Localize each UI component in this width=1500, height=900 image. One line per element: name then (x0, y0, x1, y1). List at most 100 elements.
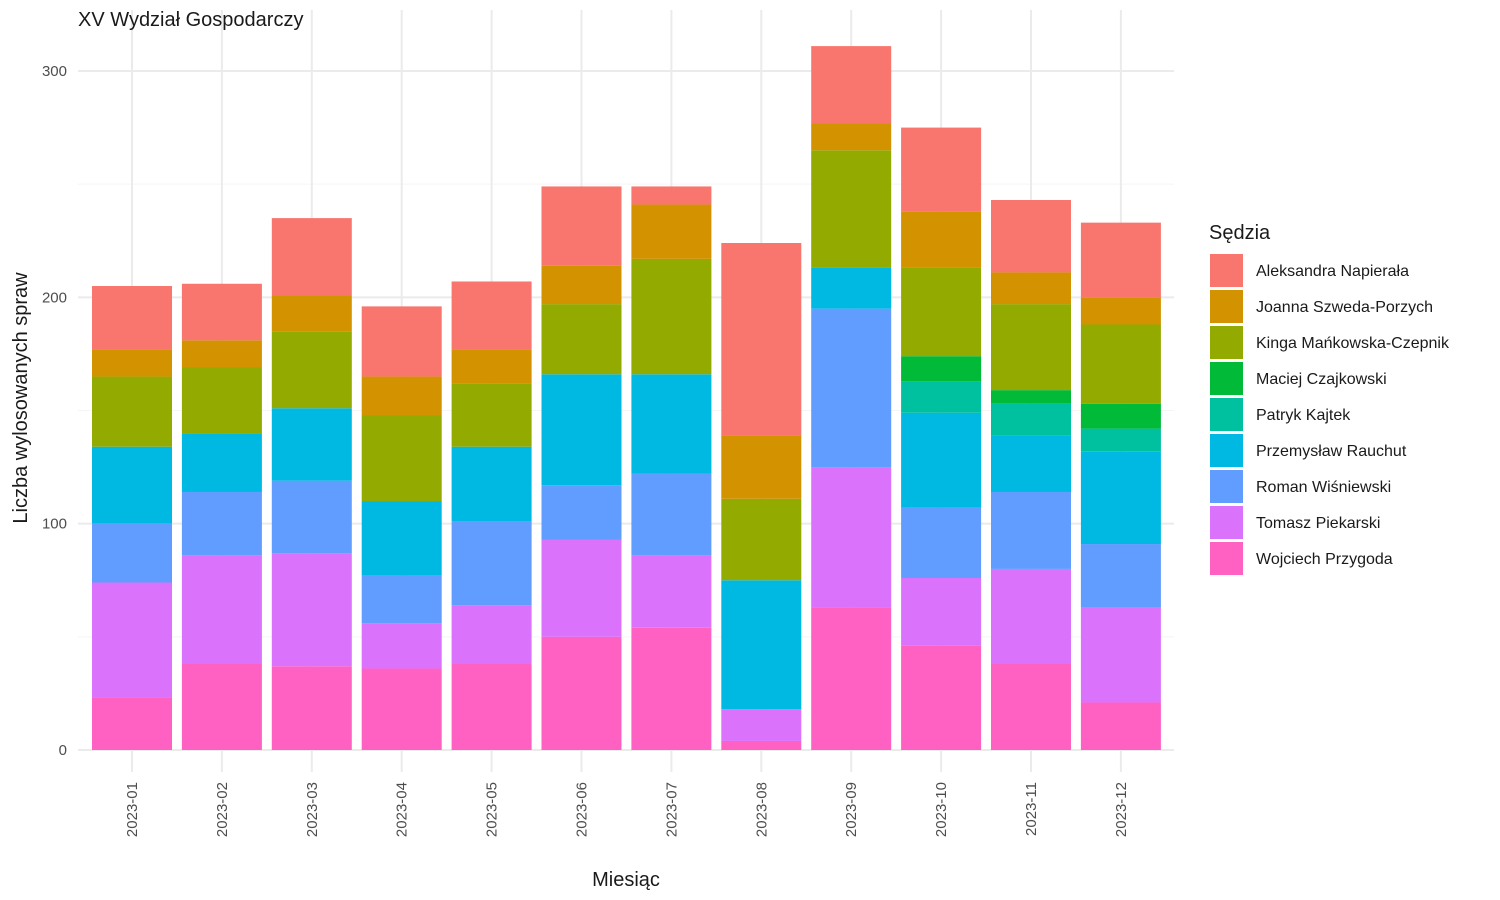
bar-segment (1080, 403, 1161, 429)
bar-segment (721, 243, 802, 436)
bar-segment (1080, 428, 1161, 452)
bar-segment (361, 501, 442, 576)
bar-segment (1080, 297, 1161, 325)
bar-segment (541, 186, 622, 266)
legend-key (1210, 434, 1243, 467)
bar-segment (451, 281, 532, 350)
bar-segment (361, 376, 442, 416)
bar-segment (631, 374, 712, 474)
bar-segment (92, 697, 172, 750)
bar-segment (361, 575, 442, 624)
bar-segment (451, 383, 532, 447)
legend-key (1210, 506, 1243, 539)
bar-segment (991, 403, 1071, 436)
y-tick-labels: 0 100 200 300 (42, 63, 67, 759)
bar-segment (181, 663, 262, 750)
legend-label: Aleksandra Napierała (1256, 263, 1409, 280)
y-axis-title: Liczba wylosowanych spraw (10, 272, 32, 524)
bar-segment (451, 521, 532, 606)
bar-segment (631, 473, 712, 556)
bar-segment (631, 258, 712, 375)
bar-segment (92, 523, 172, 583)
legend-label: Tomasz Piekarski (1256, 515, 1380, 532)
bar-segment (92, 446, 172, 524)
bar-segment (901, 211, 982, 268)
legend-key (1210, 362, 1243, 395)
x-tick-label: 2023-05 (484, 782, 501, 837)
bar-segment (991, 200, 1071, 273)
y-tick-label: 0 (59, 742, 67, 759)
legend-key (1210, 398, 1243, 431)
bar-segment (271, 480, 352, 554)
bar-segment (181, 555, 262, 664)
legend-label: Wojciech Przygoda (1256, 551, 1393, 568)
bar-segment (991, 568, 1071, 664)
bar-segment (631, 555, 712, 628)
bar-segment (181, 340, 262, 368)
bar-segment (361, 668, 442, 750)
bar-segment (361, 306, 442, 377)
bar-segment (541, 265, 622, 305)
bar-segment (181, 433, 262, 492)
chart-title: XV Wydział Gospodarczy (78, 9, 303, 31)
x-tick-label: 2023-08 (753, 782, 770, 837)
x-tick-label: 2023-09 (843, 782, 860, 837)
bar-segment (451, 663, 532, 750)
bar-segment (901, 267, 982, 357)
bar-segment (901, 356, 982, 382)
x-tick-label: 2023-12 (1113, 782, 1130, 837)
legend-key (1210, 326, 1243, 359)
bar-segment (721, 580, 802, 710)
bar-segment (92, 349, 172, 377)
bar-segment (1080, 702, 1161, 750)
bar-segment (92, 582, 172, 698)
x-tick-label: 2023-02 (214, 782, 231, 837)
bar-segment (451, 605, 532, 664)
bar-segment (451, 349, 532, 384)
bar-segment (721, 709, 802, 741)
bar-segment (721, 435, 802, 499)
bar-segment (991, 272, 1071, 305)
bar-segment (271, 218, 352, 296)
bar-segment (181, 367, 262, 434)
bar-segment (181, 283, 262, 341)
bar-segment (991, 663, 1071, 750)
bar-segment (1080, 451, 1161, 545)
bars (92, 46, 1161, 750)
bar-segment (271, 331, 352, 409)
bar-segment (901, 127, 982, 212)
bar-segment (631, 186, 712, 205)
bar-segment (271, 295, 352, 332)
legend-key (1210, 470, 1243, 503)
bar-segment (991, 435, 1071, 492)
bar-segment (541, 374, 622, 486)
x-axis-title: Miesiąc (592, 869, 660, 891)
bar-segment (92, 286, 172, 350)
bar-segment (811, 267, 892, 309)
bar-segment (181, 491, 262, 556)
y-tick-label: 300 (42, 63, 67, 80)
bar-segment (541, 485, 622, 540)
bar-segment (811, 607, 892, 750)
bar-segment (991, 390, 1071, 404)
x-tick-label: 2023-10 (933, 782, 950, 837)
legend-label: Patryk Kajtek (1256, 407, 1351, 424)
bar-segment (991, 491, 1071, 569)
x-tick-label: 2023-06 (574, 782, 591, 837)
legend-key (1210, 542, 1243, 575)
bar-segment (541, 636, 622, 750)
bar-segment (631, 627, 712, 750)
x-tick-label: 2023-07 (663, 782, 680, 837)
y-tick-label: 200 (42, 289, 67, 306)
legend-label: Roman Wiśniewski (1256, 479, 1391, 496)
bar-segment (541, 304, 622, 375)
bar-segment (811, 467, 892, 608)
bar-segment (721, 498, 802, 581)
legend-label: Przemysław Rauchut (1256, 443, 1407, 460)
bar-segment (361, 623, 442, 669)
bar-segment (811, 123, 892, 151)
bar-segment (451, 446, 532, 522)
legend-key (1210, 254, 1243, 287)
legend-key (1210, 290, 1243, 323)
